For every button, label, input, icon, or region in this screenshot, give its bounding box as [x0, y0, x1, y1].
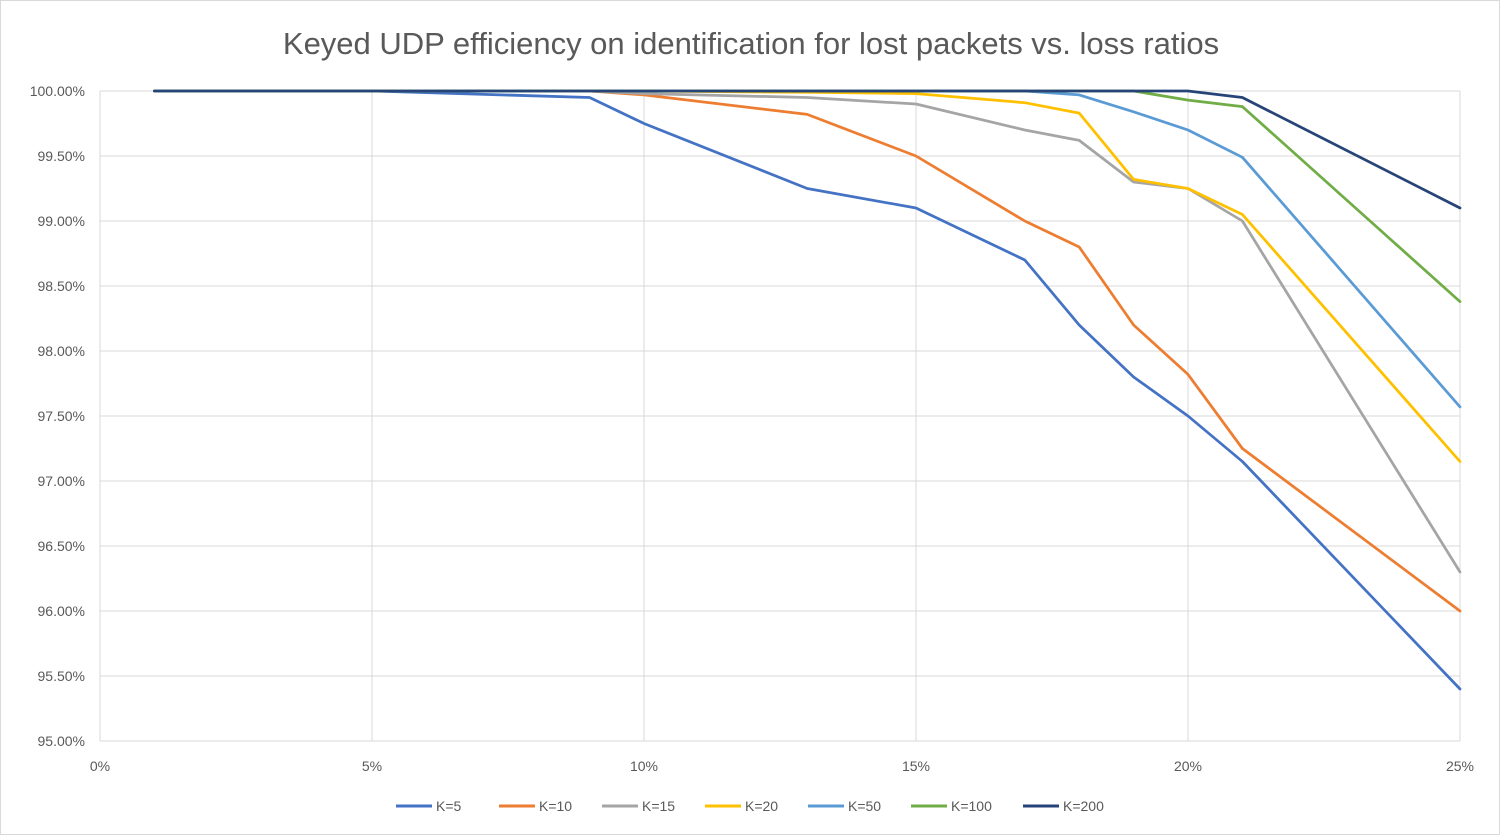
x-axis-ticks: 0% 5% 10% 15% 20% 25% [90, 758, 1474, 774]
y-tick-label: 99.50% [38, 148, 85, 164]
x-tick-label: 20% [1174, 758, 1202, 774]
series-lines [153, 89, 1462, 691]
legend-item-k-20[interactable]: K=20 [705, 798, 778, 814]
series-line-k-5 [153, 89, 1462, 691]
legend-label: K=15 [642, 798, 675, 814]
legend: K=5 K=10 K=15 K=20 K=50 K=100 K=200 [396, 798, 1104, 814]
y-tick-label: 99.00% [38, 213, 85, 229]
legend-item-k-200[interactable]: K=200 [1023, 798, 1104, 814]
grid [99, 90, 1461, 742]
x-tick-label: 0% [90, 758, 110, 774]
y-tick-label: 97.00% [38, 473, 85, 489]
y-tick-label: 95.00% [38, 733, 85, 749]
y-tick-label: 95.50% [38, 668, 85, 684]
y-tick-label: 96.00% [38, 603, 85, 619]
series-line-k-20 [153, 89, 1462, 463]
legend-label: K=50 [848, 798, 881, 814]
series-line-k-100 [153, 89, 1462, 303]
legend-label: K=5 [436, 798, 462, 814]
x-tick-label: 5% [362, 758, 382, 774]
legend-label: K=200 [1063, 798, 1104, 814]
legend-label: K=10 [539, 798, 572, 814]
legend-item-k-50[interactable]: K=50 [808, 798, 881, 814]
series-line-k-15 [153, 89, 1462, 574]
y-tick-label: 97.50% [38, 408, 85, 424]
y-tick-label: 98.00% [38, 343, 85, 359]
chart-title: Keyed UDP efficiency on identification f… [283, 26, 1219, 61]
y-tick-label: 100.00% [30, 83, 85, 99]
y-tick-label: 96.50% [38, 538, 85, 554]
legend-label: K=100 [951, 798, 992, 814]
x-tick-label: 10% [630, 758, 658, 774]
y-tick-label: 98.50% [38, 278, 85, 294]
legend-item-k-10[interactable]: K=10 [499, 798, 572, 814]
legend-item-k-5[interactable]: K=5 [396, 798, 462, 814]
legend-item-k-15[interactable]: K=15 [602, 798, 675, 814]
y-axis-ticks: 95.00% 95.50% 96.00% 96.50% 97.00% 97.50% 98.0… [30, 83, 85, 749]
x-tick-label: 25% [1446, 758, 1474, 774]
series-line-k-200 [153, 89, 1462, 210]
legend-label: K=20 [745, 798, 778, 814]
series-line-k-50 [153, 89, 1462, 409]
x-tick-label: 15% [902, 758, 930, 774]
legend-item-k-100[interactable]: K=100 [911, 798, 992, 814]
